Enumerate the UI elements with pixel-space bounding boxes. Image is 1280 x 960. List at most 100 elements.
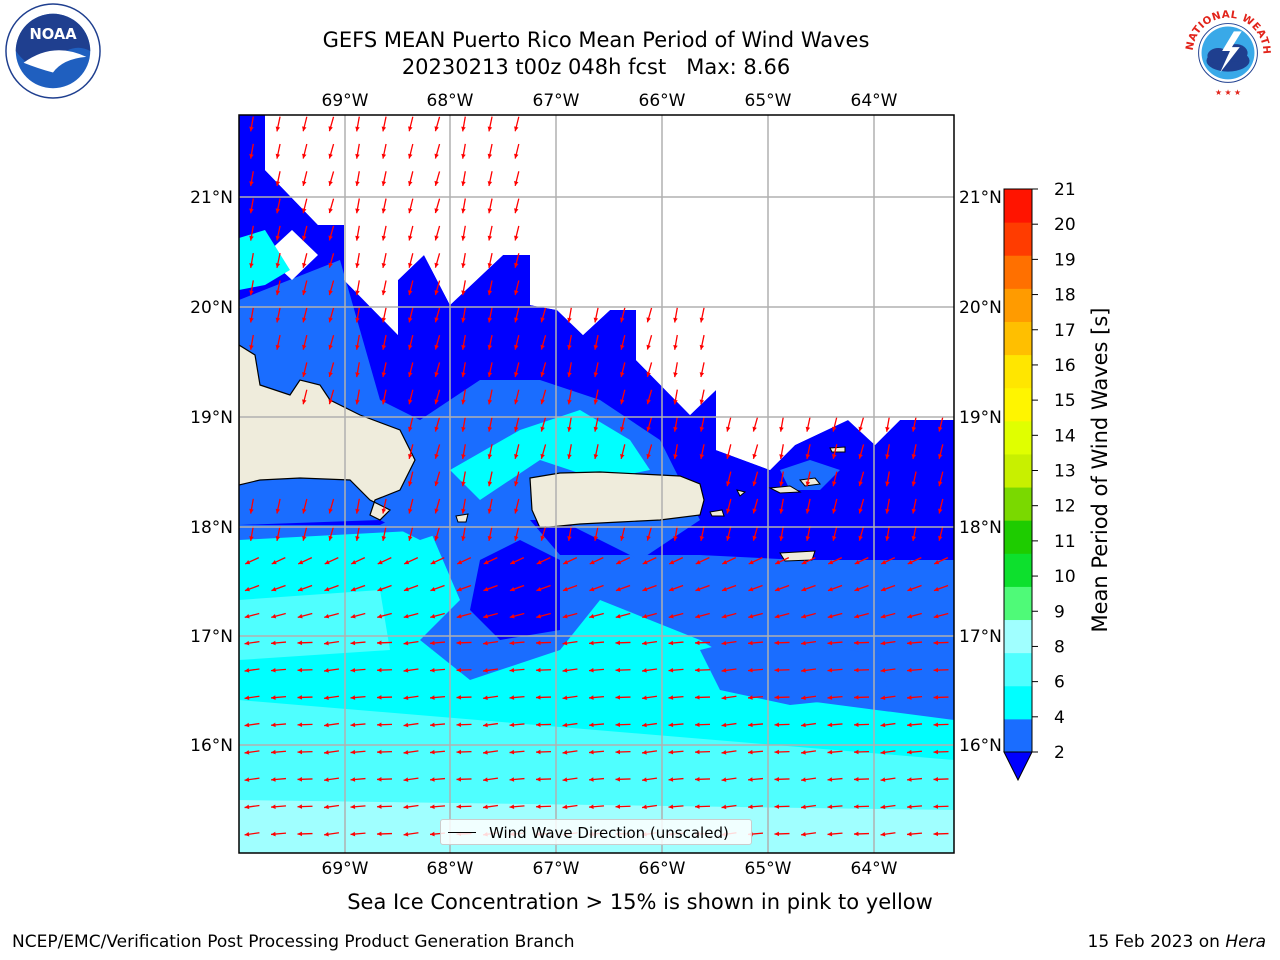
colorbar-tick-label: 17 — [1054, 321, 1076, 341]
wind-wave-arrowhead — [328, 235, 333, 241]
wind-wave-arrowhead — [271, 695, 276, 700]
wind-wave-arrowhead — [355, 126, 360, 132]
wind-wave-arrowhead — [536, 695, 541, 700]
lon-tick: 67°W — [533, 859, 580, 879]
wind-wave-arrowhead — [805, 481, 811, 487]
colorbar-tick-label: 19 — [1054, 250, 1076, 270]
wind-wave-arrowhead — [461, 426, 466, 432]
wind-wave-arrowhead — [562, 695, 568, 700]
wind-wave-arrowhead — [593, 344, 599, 350]
wind-wave-arrowhead — [461, 290, 466, 296]
wind-wave-arrowhead — [324, 640, 329, 646]
colorbar-tick-label: 2 — [1054, 743, 1065, 763]
footer-on-text: on — [1198, 932, 1220, 952]
wind-wave-arrowhead — [275, 290, 281, 296]
wind-wave-arrowhead — [933, 695, 939, 700]
wind-wave-arrowhead — [514, 208, 519, 214]
wind-wave-arrowhead — [726, 454, 731, 459]
wind-wave-arrowhead — [430, 613, 436, 619]
wind-wave-arrowhead — [328, 126, 333, 132]
wind-wave-arrowhead — [695, 587, 701, 592]
wind-wave-arrowhead — [540, 372, 545, 377]
wind-wave-arrowhead — [275, 536, 281, 541]
wind-wave-arrowhead — [271, 560, 277, 565]
wind-wave-arrowhead — [324, 695, 329, 700]
forecast-time: 20230213 t00z 048h fcst — [401, 55, 667, 79]
wind-wave-arrowhead — [275, 235, 281, 241]
colorbar-segment — [1004, 718, 1032, 753]
wind-wave-arrowhead — [668, 668, 674, 673]
wind-wave-arrowhead — [430, 749, 435, 755]
wind-wave-arrowhead — [721, 695, 727, 700]
wind-wave-arrowhead — [297, 695, 303, 700]
wind-wave-arrowhead — [907, 587, 913, 592]
wind-wave-arrowhead — [456, 722, 462, 727]
wind-wave-arrowhead — [540, 453, 545, 459]
wind-wave-arrowhead — [244, 613, 250, 619]
colorbar-tick-label: 21 — [1054, 180, 1076, 200]
wind-wave-arrowhead — [646, 453, 651, 459]
wind-wave-arrowhead — [620, 372, 625, 377]
wind-wave-arrowhead — [642, 777, 647, 782]
wind-wave-arrowhead — [540, 426, 545, 432]
wind-wave-arrowhead — [403, 587, 409, 592]
colorbar-tick-label: 13 — [1054, 462, 1076, 482]
footer-date-text: 15 Feb 2023 — [1087, 932, 1194, 952]
wind-wave-arrowhead — [567, 399, 572, 405]
wind-wave-arrowhead — [801, 640, 806, 646]
wind-wave-arrowhead — [562, 777, 568, 782]
wind-wave-arrowhead — [434, 180, 439, 186]
wind-wave-arrowhead — [885, 536, 890, 541]
wind-wave-arrowhead — [567, 317, 572, 323]
wind-wave-arrowhead — [381, 126, 387, 132]
wind-wave-arrowhead — [244, 831, 250, 837]
wind-wave-arrowhead — [642, 668, 647, 673]
wind-wave-arrowhead — [509, 777, 515, 782]
no-data-region — [265, 115, 954, 470]
wind-wave-arrowhead — [646, 535, 651, 541]
wind-wave-arrowhead — [748, 749, 753, 755]
wind-wave-arrowhead — [275, 344, 281, 350]
wind-wave-arrowhead — [642, 587, 648, 592]
lat-tick: 21°N — [959, 188, 1002, 208]
wind-wave-arrowhead — [911, 508, 917, 514]
wind-wave-arrow — [801, 860, 816, 862]
wind-wave-arrowhead — [483, 695, 488, 700]
wind-wave-arrowhead — [854, 749, 859, 755]
wind-wave-arrow — [616, 861, 631, 862]
wind-wave-arrowhead — [408, 426, 413, 432]
colorbar-segment — [1004, 321, 1032, 356]
wind-wave-arrowhead — [514, 290, 519, 296]
wind-wave-arrowhead — [355, 290, 360, 296]
wind-wave-arrowhead — [434, 153, 439, 159]
wind-wave-arrowhead — [589, 749, 594, 755]
wind-wave-arrowhead — [355, 345, 360, 350]
wind-wave-arrowhead — [536, 722, 541, 727]
wind-wave-arrowhead — [249, 126, 254, 132]
colorbar-segment — [1004, 553, 1032, 587]
wind-wave-arrowhead — [907, 777, 912, 782]
wind-wave-arrowhead — [567, 372, 572, 378]
wind-wave-arrowhead — [487, 508, 493, 514]
wind-wave-arrowhead — [456, 640, 462, 646]
wind-wave-arrowhead — [934, 560, 940, 565]
wind-wave-arrowhead — [487, 426, 493, 432]
wind-wave-arrowhead — [249, 153, 254, 159]
wind-wave-arrowhead — [567, 426, 572, 432]
wind-wave-arrowhead — [244, 695, 250, 700]
footer-date: 15 Feb 2023 on Hera — [1088, 932, 1266, 952]
wind-wave-arrowhead — [880, 777, 886, 782]
wind-wave-arrowhead — [642, 640, 647, 646]
wind-wave-arrowhead — [377, 777, 382, 782]
wind-wave-arrowhead — [328, 317, 333, 323]
wind-wave-arrowhead — [536, 777, 541, 782]
wind-wave-arrowhead — [350, 722, 356, 728]
wind-wave-arrowhead — [748, 695, 753, 700]
wind-wave-arrowhead — [615, 587, 621, 592]
wind-wave-arrowhead — [801, 750, 806, 755]
wind-wave-arrowhead — [854, 777, 859, 782]
wind-wave-arrowhead — [324, 804, 329, 810]
wind-wave-arrowhead — [244, 750, 250, 755]
wind-wave-arrowhead — [748, 804, 753, 810]
